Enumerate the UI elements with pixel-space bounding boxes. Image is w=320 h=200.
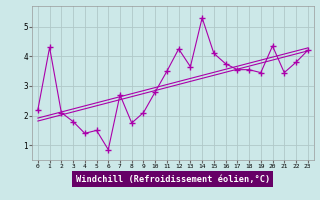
X-axis label: Windchill (Refroidissement éolien,°C): Windchill (Refroidissement éolien,°C)	[76, 175, 270, 184]
